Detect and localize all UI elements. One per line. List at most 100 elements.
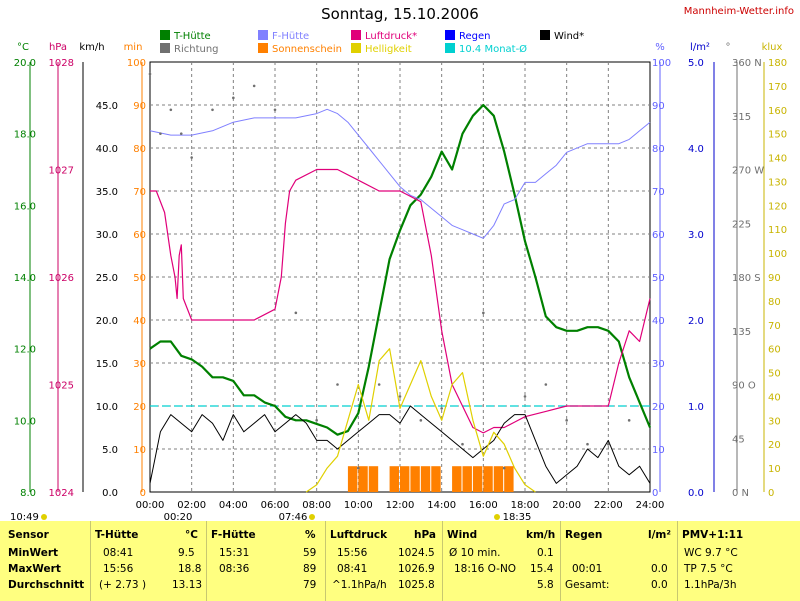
table-cell: 08:41 bbox=[337, 563, 368, 575]
legend-label: F-Hütte bbox=[272, 31, 309, 42]
table-cell: 15:56 bbox=[103, 563, 134, 575]
row-label: MaxWert bbox=[8, 563, 61, 575]
table-cell: 89 bbox=[303, 563, 317, 575]
table-divider bbox=[442, 521, 443, 601]
table-cell: 08:36 bbox=[219, 563, 250, 575]
kmh-tick-label: 35.0 bbox=[96, 187, 118, 198]
axis-unit: ° bbox=[726, 42, 731, 53]
legend-label: 10.4 Monat-Ø bbox=[459, 43, 527, 55]
axis-unit: min bbox=[124, 42, 143, 53]
table-header: F-Hütte bbox=[211, 529, 256, 541]
legend-label: T-Hütte bbox=[173, 31, 211, 42]
kmh-tick-label: 25.0 bbox=[96, 273, 118, 284]
wind-direction-point bbox=[461, 442, 464, 446]
pct-tick-label: 10 bbox=[652, 445, 665, 456]
time-tick-label: 12:00 bbox=[386, 500, 415, 511]
table-cell: 0.1 bbox=[537, 547, 554, 559]
statistics-table: Sensor T-Hütte °C F-Hütte % Luftdruck hP… bbox=[0, 521, 800, 601]
temp-tick-label: 18.0 bbox=[14, 130, 36, 141]
wind-direction-point bbox=[190, 156, 193, 159]
wind-direction-point bbox=[607, 442, 610, 446]
pct-tick-label: 90 bbox=[652, 101, 665, 112]
site-credit-link[interactable]: Mannheim-Wetter.info bbox=[683, 6, 794, 17]
table-header: Luftdruck bbox=[330, 529, 388, 541]
pct-tick-label: 60 bbox=[652, 230, 665, 241]
klux-tick-label: 170 bbox=[768, 82, 787, 93]
legend-label: Wind* bbox=[554, 31, 584, 42]
table-cell: TP 7.5 °C bbox=[684, 563, 733, 575]
time-tick-label: 04:00 bbox=[219, 500, 248, 511]
table-cell: 9.5 bbox=[178, 547, 195, 559]
sun-marker bbox=[309, 514, 315, 520]
pct-tick-label: 70 bbox=[652, 187, 665, 198]
temp-tick-label: 20.0 bbox=[14, 58, 36, 69]
table-cell: Ø 10 min. bbox=[449, 547, 501, 559]
hpa-tick-label: 1028 bbox=[49, 58, 74, 69]
pct-tick-label: 30 bbox=[652, 359, 665, 370]
rain-tick-label: 5.0 bbox=[688, 58, 704, 69]
table-cell: 1026.9 bbox=[398, 563, 435, 575]
sun-label: 10:49 bbox=[10, 512, 39, 521]
chart-title: Sonntag, 15.10.2006 bbox=[321, 5, 479, 23]
min-tick-label: 50 bbox=[133, 273, 146, 284]
table-header: °C bbox=[185, 529, 198, 541]
time-tick-label: 24:00 bbox=[636, 500, 665, 511]
wind-direction-point bbox=[419, 419, 423, 422]
klux-tick-label: 180 bbox=[768, 58, 787, 69]
time-tick-label: 16:00 bbox=[469, 500, 498, 511]
klux-tick-label: 10 bbox=[768, 464, 781, 475]
series-line-thtte bbox=[149, 103, 652, 436]
pct-tick-label: 50 bbox=[652, 273, 665, 284]
table-header: Regen bbox=[565, 529, 603, 541]
time-tick-label: 08:00 bbox=[302, 500, 331, 511]
klux-tick-label: 130 bbox=[768, 177, 787, 188]
legend-swatch bbox=[445, 43, 455, 53]
sunshine-bar bbox=[472, 466, 483, 492]
table-cell: 1025.8 bbox=[398, 579, 435, 591]
table-cell: 18:16 O-NO bbox=[454, 563, 517, 575]
time-tick-label: 00:00 bbox=[136, 500, 165, 511]
axis-unit: % bbox=[655, 42, 665, 53]
table-cell: 0.0 bbox=[651, 579, 668, 591]
series-line-wind bbox=[149, 405, 651, 484]
table-header: PMV+1:11 bbox=[682, 529, 744, 541]
table-cell: 5.8 bbox=[537, 579, 554, 591]
sunshine-bar bbox=[431, 466, 441, 492]
klux-tick-label: 80 bbox=[768, 297, 781, 308]
wind-direction-point bbox=[440, 407, 443, 410]
deg-tick-label: 315 bbox=[732, 112, 751, 123]
klux-tick-label: 150 bbox=[768, 130, 787, 141]
wind-direction-point bbox=[148, 72, 152, 76]
wind-direction-point bbox=[169, 108, 173, 112]
rain-tick-label: 1.0 bbox=[688, 402, 704, 413]
sunshine-bar bbox=[368, 466, 379, 492]
axis-unit: klux bbox=[762, 42, 783, 53]
deg-tick-label: 270 W bbox=[732, 166, 764, 177]
kmh-tick-label: 15.0 bbox=[96, 359, 118, 370]
table-header: % bbox=[305, 529, 316, 541]
legend-label: Richtung bbox=[174, 44, 219, 55]
table-header: Wind bbox=[447, 529, 478, 541]
weather-chart: °C hPa km/h min% l/m² ° klux 20.0 18.0 16.0 14.0 12… bbox=[10, 30, 787, 521]
table-cell: 59 bbox=[303, 547, 317, 559]
temp-tick-label: 12.0 bbox=[14, 345, 36, 356]
time-tick-label: 22:00 bbox=[594, 500, 623, 511]
wind-direction-point bbox=[273, 108, 277, 112]
kmh-tick-label: 40.0 bbox=[96, 144, 118, 155]
wind-direction-point bbox=[336, 383, 339, 386]
axis-unit: hPa bbox=[49, 42, 67, 53]
table-divider bbox=[206, 521, 207, 601]
time-tick-label: 18:00 bbox=[511, 500, 540, 511]
time-tick-label: 10:00 bbox=[344, 500, 373, 511]
table-cell: 15:56 bbox=[337, 547, 368, 559]
legend-label: Luftdruck* bbox=[365, 31, 417, 42]
min-tick-label: 70 bbox=[133, 187, 146, 198]
time-tick-label: 14:00 bbox=[427, 500, 456, 511]
deg-tick-label: 0 N bbox=[732, 488, 749, 499]
wind-direction-point bbox=[179, 132, 183, 135]
table-header: Sensor bbox=[8, 529, 49, 541]
rain-tick-label: 0.0 bbox=[688, 488, 704, 499]
klux-tick-label: 90 bbox=[768, 273, 781, 284]
klux-tick-label: 40 bbox=[768, 392, 781, 403]
sunshine-bar bbox=[358, 466, 368, 492]
